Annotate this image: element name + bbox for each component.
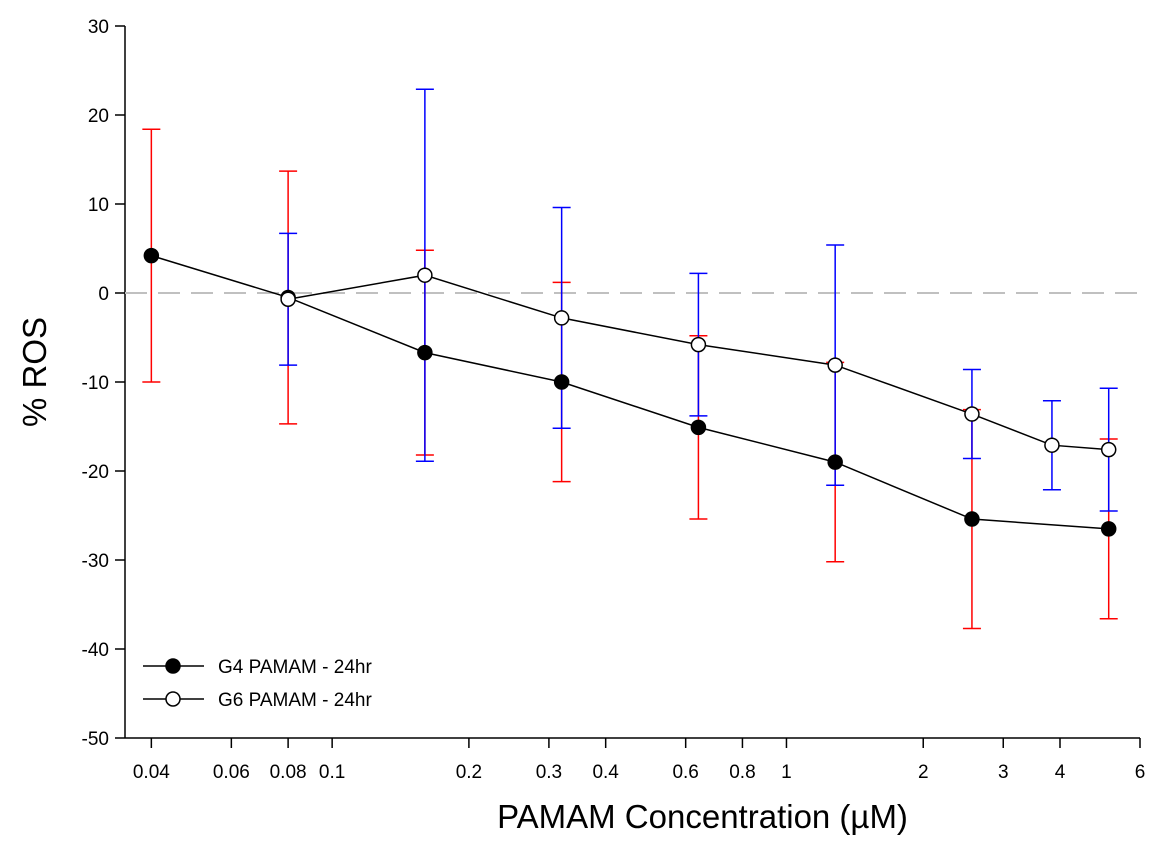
data-point-g4 [417,344,433,361]
x-tick-label: 4 [1055,762,1066,783]
x-tick-label: 0.8 [729,762,755,783]
legend-marker [165,691,181,707]
x-tick-label: 0.08 [270,762,307,783]
x-tick-label: 0.3 [536,762,562,783]
data-point-g4 [1100,521,1117,537]
x-tick-label: 0.04 [133,762,170,783]
plot-frame [124,26,1140,739]
data-point-g4 [690,419,707,436]
series-line-g6 [287,274,1109,451]
y-tick-label: 20 [88,106,109,127]
x-tick-label: 0.6 [672,762,698,783]
legend-item-g4: G4 PAMAM - 24hr [143,657,372,678]
error-bars [142,88,1118,630]
x-tick-label: 0.1 [319,762,345,783]
x-tick-label: 0.06 [213,762,250,783]
axis-ticks: -50 -40 -30 -20 -10 0 10 20 30 0.04 0.06 0.08 0.1 0.2… [82,17,1146,783]
series-line-g4 [151,254,1109,530]
data-points [143,247,1117,537]
y-tick-label: -50 [82,729,109,750]
data-point-g6 [417,267,433,283]
y-tick-label: 0 [98,284,109,305]
x-tick-label: 0.2 [456,762,482,783]
y-axis-title: % ROS [16,317,53,427]
series-lines [151,254,1109,530]
y-tick-label: 10 [88,195,109,216]
data-point-g4 [964,511,980,527]
data-point-g6 [1100,441,1117,458]
data-point-g6 [280,291,296,307]
y-tick-label: -10 [82,373,109,394]
x-tick-label: 2 [918,762,929,783]
y-tick-label: -20 [82,462,109,483]
x-tick-label: 3 [998,762,1009,783]
legend: G4 PAMAM - 24hr G6 PAMAM - 24hr [143,657,372,711]
y-tick-label: -30 [82,551,109,572]
legend-label: G4 PAMAM - 24hr [218,657,372,678]
legend-item-g6: G6 PAMAM - 24hr [143,690,372,711]
data-point-g4 [827,454,843,470]
data-point-g4 [553,374,570,390]
x-tick-label: 0.4 [592,762,619,783]
data-point-g6 [1044,437,1060,453]
legend-label: G6 PAMAM - 24hr [218,690,372,711]
data-point-g6 [827,357,843,373]
y-tick-label: -40 [82,640,109,661]
data-point-g6 [553,310,570,326]
x-tick-label: 6 [1135,762,1146,783]
x-axis-title: PAMAM Concentration (µM) [497,798,908,835]
data-point-g6 [690,336,707,353]
y-tick-label: 30 [88,17,109,38]
legend-marker [165,658,181,674]
x-tick-label: 1 [781,762,792,783]
data-point-g6 [964,406,980,422]
data-point-g4 [143,247,160,264]
